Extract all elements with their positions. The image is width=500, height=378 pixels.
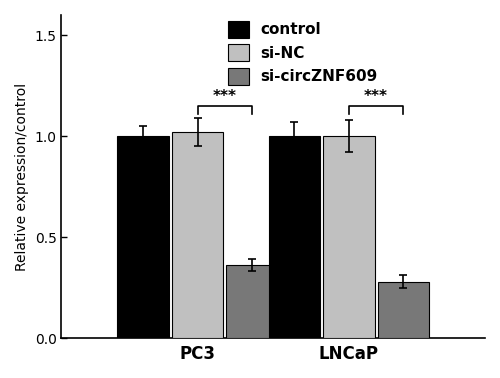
Text: ***: *** [364, 89, 388, 104]
Bar [323, 136, 374, 338]
Legend: control, si-NC, si-circZNF609: control, si-NC, si-circZNF609 [222, 15, 382, 91]
Bar [118, 136, 169, 338]
Text: ***: *** [213, 89, 237, 104]
Bar [378, 282, 429, 338]
Y-axis label: Relative expression/control: Relative expression/control [15, 82, 29, 271]
Bar [268, 136, 320, 338]
Bar [172, 132, 224, 338]
Bar [226, 265, 278, 338]
